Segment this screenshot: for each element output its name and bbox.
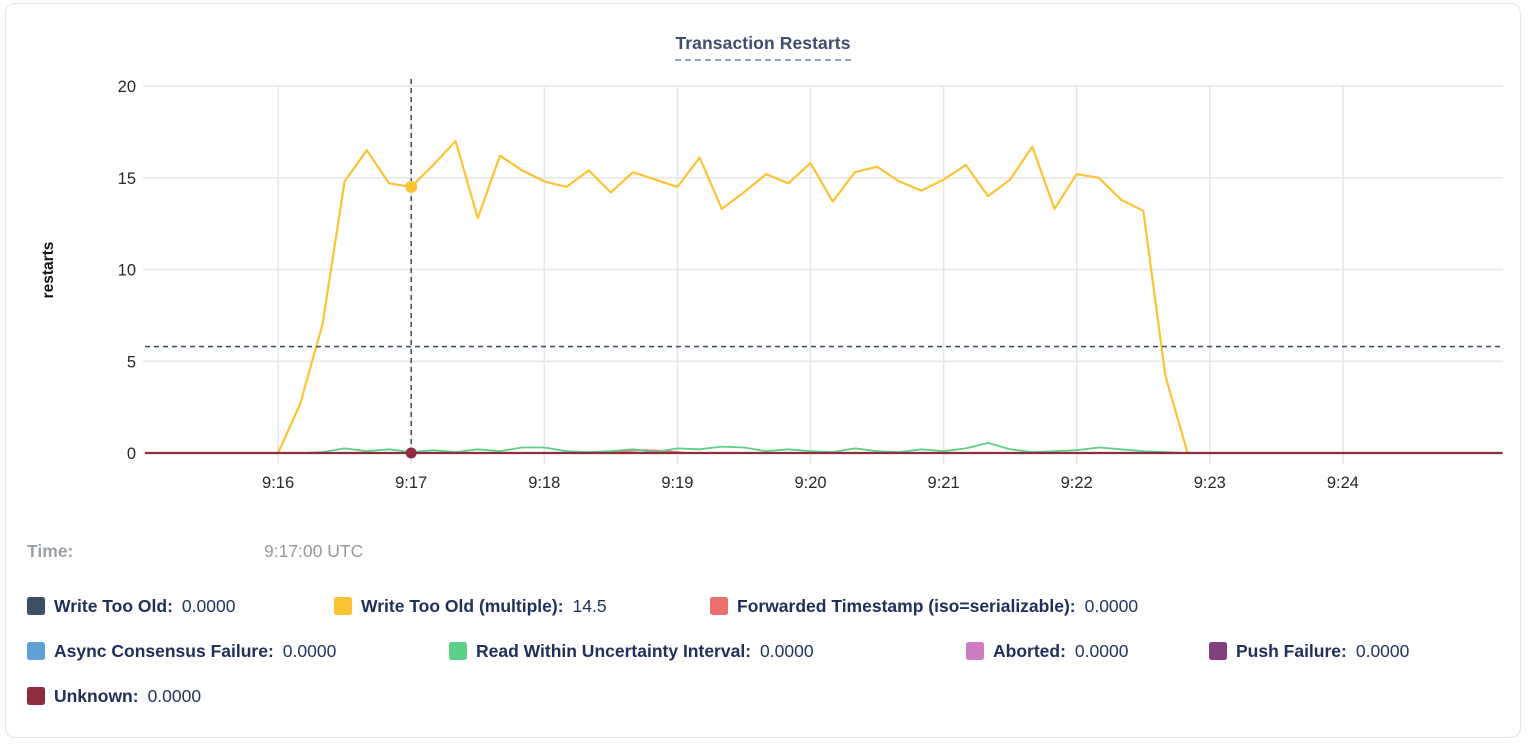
- unknown-swatch-icon: [27, 687, 45, 705]
- x-axis-tick-label: 9:23: [1194, 474, 1226, 492]
- legend-value: 14.5: [572, 595, 607, 616]
- transaction-restarts-chart[interactable]: 0 5 10 15 20 9:16 9:17 9:18 9:19 9:20 9:21 9:22 9:23…: [6, 4, 1522, 534]
- legend-label: Async Consensus Failure:: [54, 640, 274, 661]
- push-failure-swatch-icon: [1209, 642, 1227, 660]
- legend-value: 0.0000: [1074, 640, 1129, 661]
- y-axis-tick-label: 20: [118, 78, 136, 96]
- legend-label: Write Too Old:: [54, 595, 173, 616]
- time-label: Time:: [27, 541, 74, 561]
- legend-value: 0.0000: [181, 595, 236, 616]
- x-axis-tick-label: 9:20: [794, 474, 826, 492]
- legend-item-read-within-uncertainty-interval: Read Within Uncertainty Interval: 0.0000: [449, 639, 814, 663]
- legend-item-push-failure: Push Failure: 0.0000: [1209, 639, 1409, 663]
- highlight-dot-unknown: [405, 447, 417, 459]
- write-too-old-swatch-icon: [27, 597, 45, 615]
- time-value: 9:17:00 UTC: [264, 541, 364, 561]
- x-axis-tick-label: 9:22: [1061, 474, 1093, 492]
- async-consensus-failure-swatch-icon: [27, 642, 45, 660]
- y-axis-label: restarts: [40, 242, 57, 299]
- read-within-uncertainty-interval-swatch-icon: [449, 642, 467, 660]
- legend-label: Read Within Uncertainty Interval:: [476, 640, 752, 661]
- legend-label: Push Failure:: [1236, 640, 1347, 661]
- x-axis-tick-label: 9:21: [928, 474, 960, 492]
- legend-label: Forwarded Timestamp (iso=serializable):: [737, 595, 1076, 616]
- y-axis-tick-label: 10: [118, 262, 136, 280]
- legend-item-unknown: Unknown: 0.0000: [27, 684, 201, 708]
- write-too-old-multiple-swatch-icon: [334, 597, 352, 615]
- legend-value: 0.0000: [1355, 640, 1410, 661]
- x-axis-tick-label: 9:16: [262, 474, 294, 492]
- legend-item-write-too-old-multiple: Write Too Old (multiple): 14.5: [334, 594, 607, 618]
- legend-value: 0.0000: [147, 685, 202, 706]
- legend-item-forwarded-timestamp: Forwarded Timestamp (iso=serializable): …: [710, 594, 1138, 618]
- metric-chart-card: Transaction Restarts 0 5 10 15 20 9:16 9:17 9:1…: [5, 3, 1521, 738]
- legend-value: 0.0000: [1084, 595, 1139, 616]
- legend-label: Unknown:: [54, 685, 139, 706]
- series-line-write-too-old-multiple-: [277, 139, 1189, 454]
- highlight-dot-write-too-old-multiple-: [405, 180, 418, 193]
- y-axis-tick-label: 5: [127, 353, 136, 371]
- legend-value: 0.0000: [760, 640, 814, 661]
- y-axis-tick-label: 15: [118, 170, 136, 188]
- x-axis-tick-label: 9:18: [528, 474, 560, 492]
- legend-item-async-consensus-failure: Async Consensus Failure: 0.0000: [27, 639, 336, 663]
- legend-label: Write Too Old (multiple):: [361, 595, 564, 616]
- legend-item-aborted: Aborted: 0.0000: [966, 639, 1128, 663]
- x-axis-tick-label: 9:19: [661, 474, 693, 492]
- x-axis-tick-label: 9:17: [395, 474, 427, 492]
- legend-label: Aborted:: [993, 640, 1066, 661]
- legend-item-write-too-old: Write Too Old: 0.0000: [27, 594, 235, 618]
- chart-title[interactable]: Transaction Restarts: [675, 33, 851, 61]
- y-axis-tick-label: 0: [127, 445, 136, 463]
- chart-title-row: Transaction Restarts: [6, 33, 1520, 61]
- legend-value: 0.0000: [282, 640, 337, 661]
- x-axis-tick-label: 9:24: [1327, 474, 1359, 492]
- forwarded-timestamp-swatch-icon: [710, 597, 728, 615]
- aborted-swatch-icon: [966, 642, 984, 660]
